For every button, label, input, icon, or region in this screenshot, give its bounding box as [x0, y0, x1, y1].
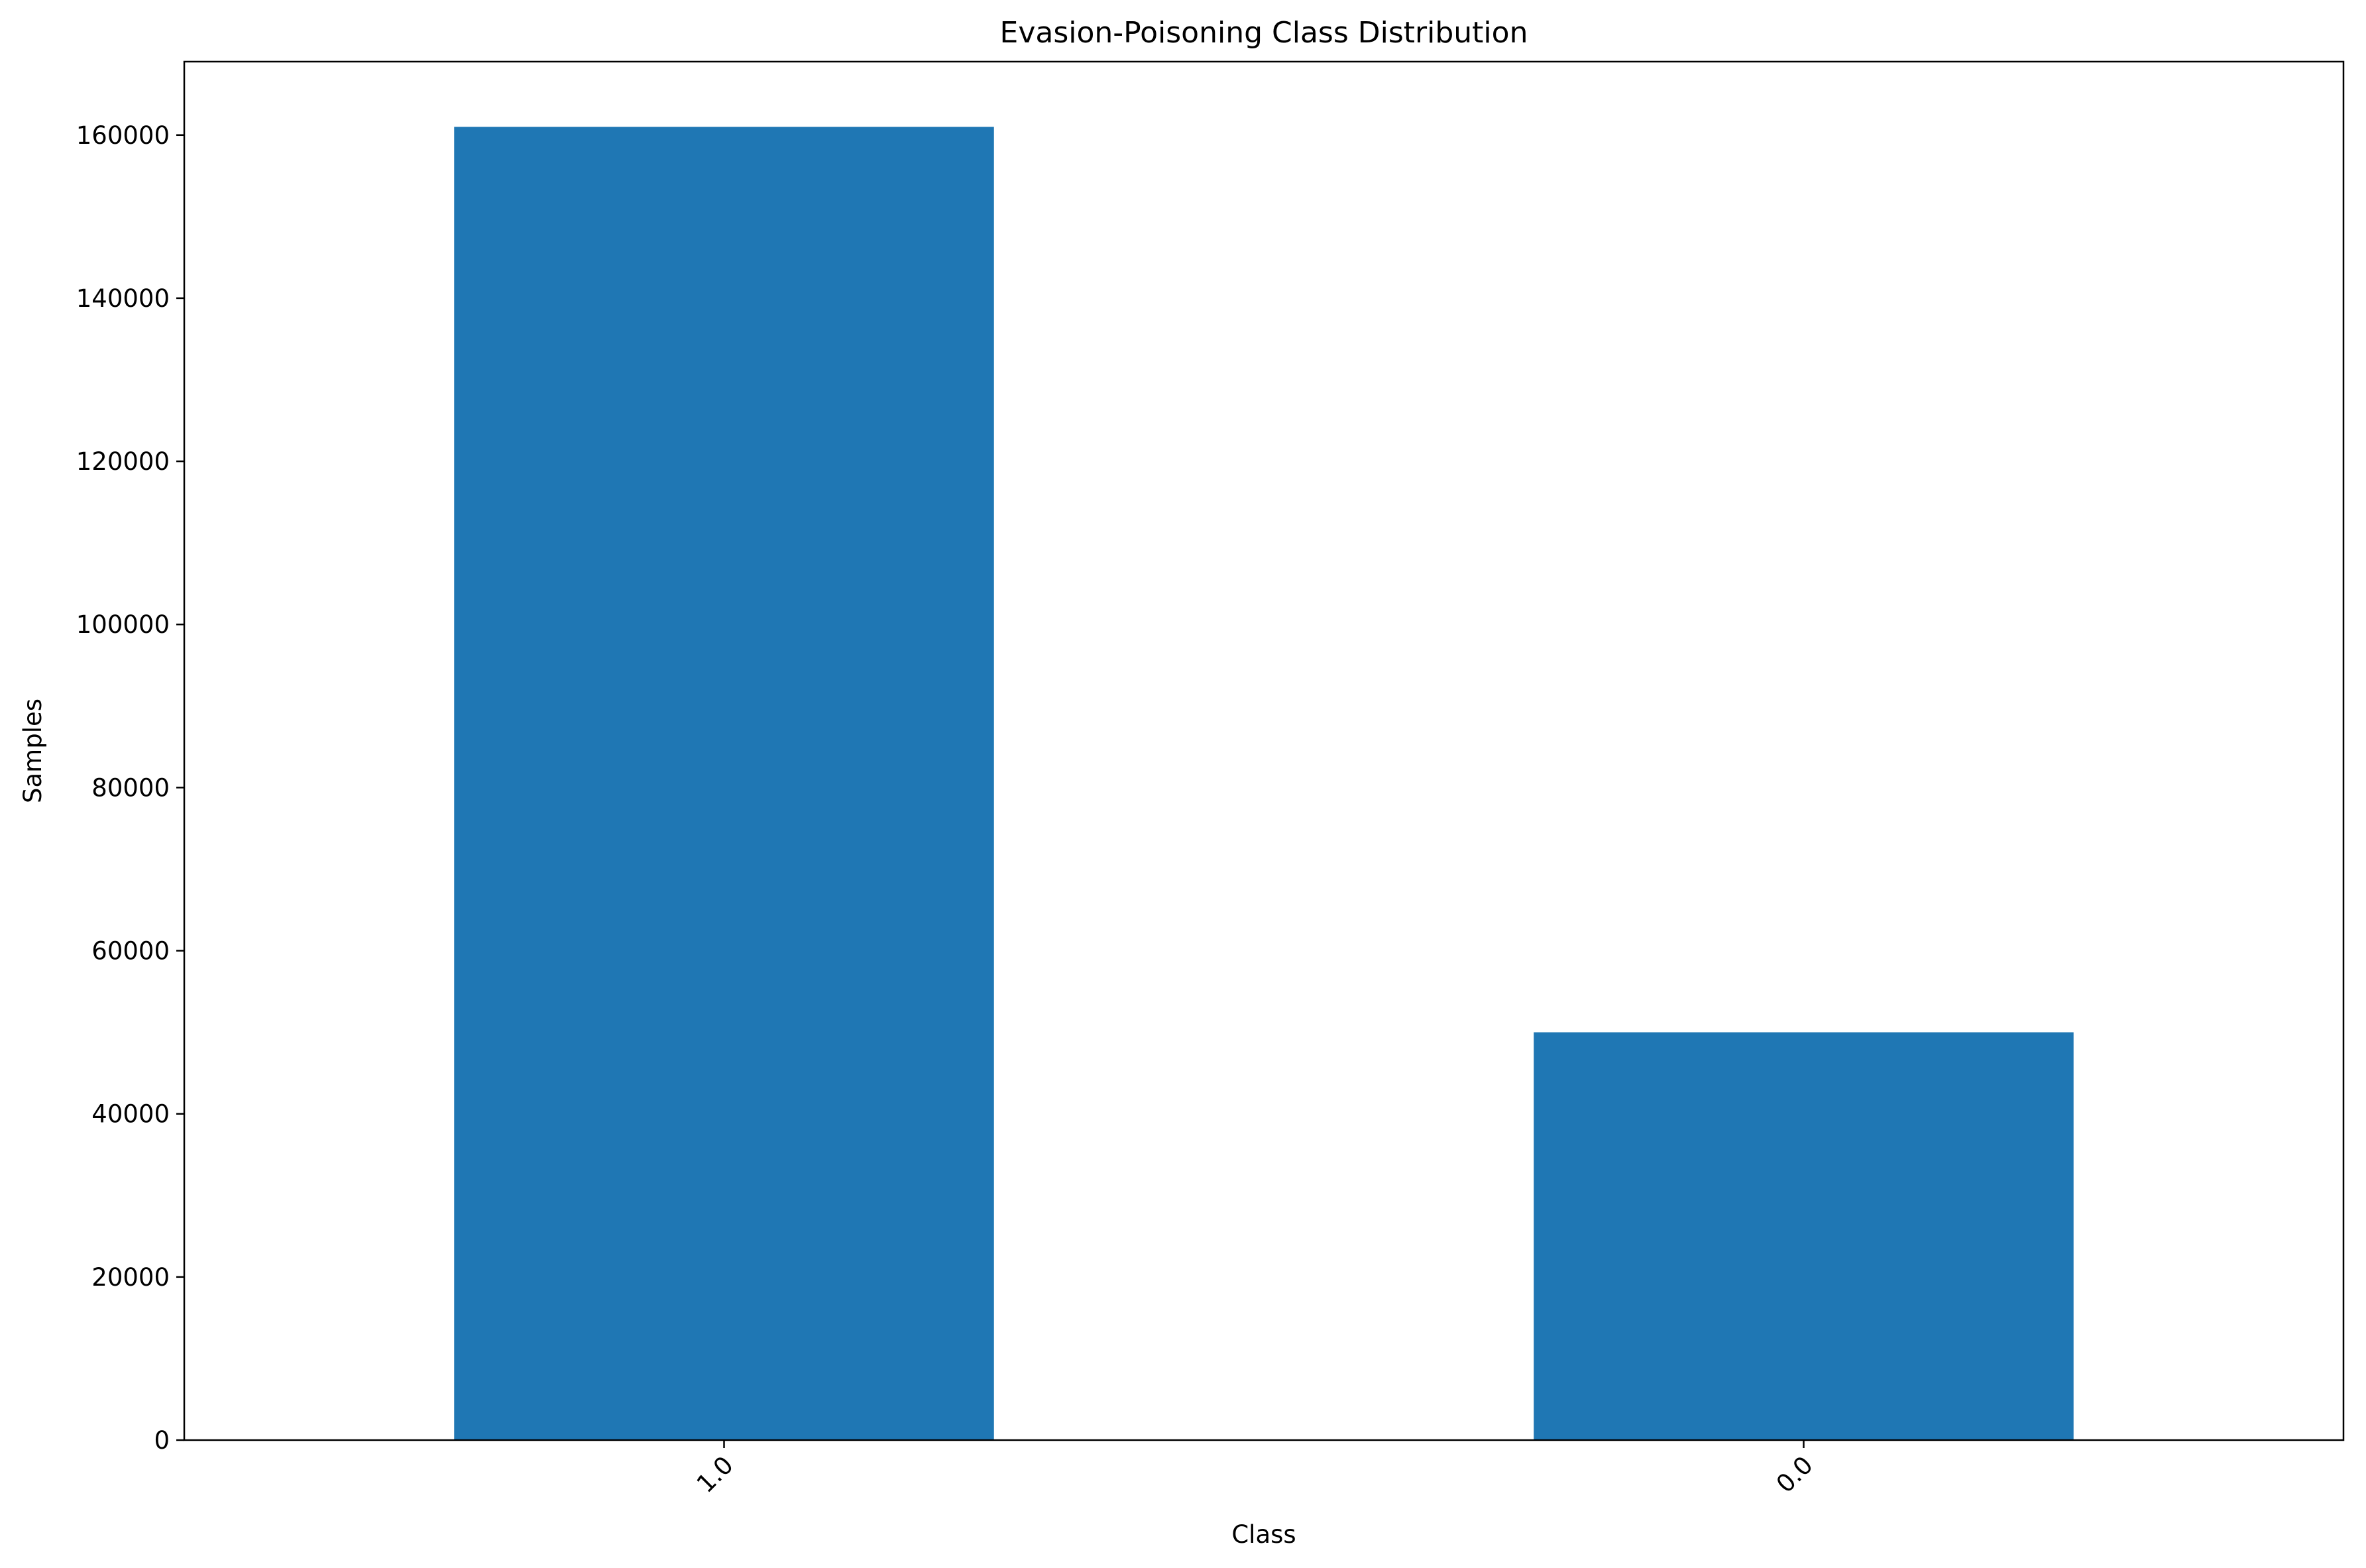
y-tick-label: 140000 [76, 284, 170, 313]
y-tick-label: 20000 [91, 1263, 170, 1292]
x-axis-label: Class [1231, 1520, 1296, 1549]
plot-area [454, 127, 2074, 1441]
y-tick-label: 120000 [76, 447, 170, 476]
y-axis-label: Samples [19, 699, 47, 803]
bar-0.0 [1534, 1032, 2074, 1440]
y-tick-label: 80000 [91, 773, 170, 802]
axes-frame [183, 60, 2345, 1441]
y-tick-label: 40000 [91, 1100, 170, 1129]
bar-1.0 [454, 127, 994, 1441]
y-axis: 0 20000 40000 60000 80000 100000 120000 140000 1… [76, 121, 184, 1455]
y-tick-label: 160000 [76, 121, 170, 150]
y-tick-label: 0 [154, 1426, 170, 1455]
chart-title: Evasion-Poisoning Class Distribution [1000, 16, 1528, 50]
y-tick-label: 100000 [76, 610, 170, 639]
y-tick-label: 60000 [91, 937, 170, 966]
